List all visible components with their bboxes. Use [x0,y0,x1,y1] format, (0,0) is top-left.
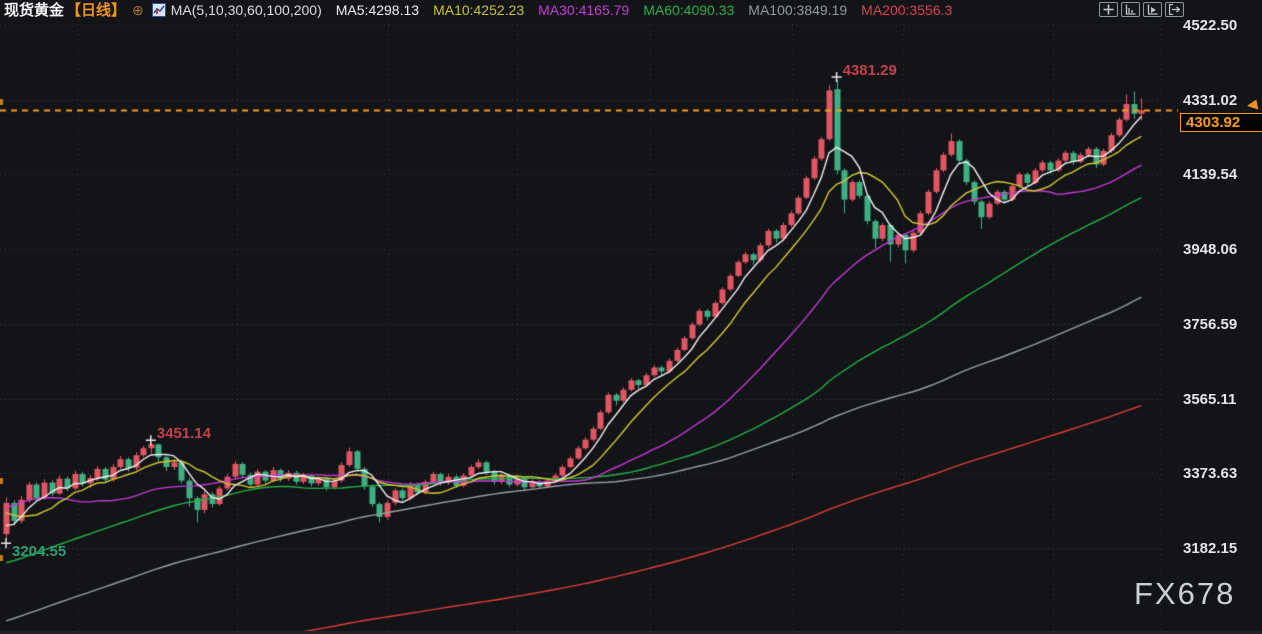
ma5-value: MA5:4298.13 [335,1,420,18]
chart-toolbar [1099,2,1184,17]
price-axis-label: 4522.50 [1183,17,1238,34]
annotation-local-high: 3451.14 [156,425,211,443]
ma60-value: MA60:4090.33 [643,1,735,18]
annotation-peak-high: 4381.29 [842,62,897,80]
price-axis-label: 4139.54 [1183,166,1238,184]
price-axis-label: 3182.15 [1183,540,1238,558]
candlestick-mini-icon [151,2,166,17]
chart-header: 现货黄金 【日线】 ⊕ MA(5,10,30,60,100,200) MA5:4… [0,0,1262,20]
price-axis-label: 3373.63 [1183,465,1238,483]
price-axis-label: 4331.02 [1183,91,1238,109]
current-price-tag: 4303.92 [1180,113,1262,133]
add-indicator-icon[interactable]: ⊕ [132,1,144,18]
price-axis-label: 3565.11 [1183,390,1237,408]
watermark: FX678 [1134,576,1236,611]
ma100-value: MA100:3849.19 [748,1,848,18]
price-axis-label: 3756.59 [1183,315,1238,333]
play-chart-icon[interactable] [1143,2,1162,17]
axis-chart-icon[interactable] [1121,2,1140,17]
ma30-value: MA30:4165.79 [538,1,630,18]
crosshair-icon[interactable] [1099,2,1118,17]
window-bottom-edge [0,631,1262,634]
ma10-value: MA10:4252.23 [433,1,525,18]
price-axis-label: 3948.06 [1183,241,1238,259]
exit-panel-icon[interactable] [1165,2,1184,17]
annotation-low: 3204.55 [12,543,67,561]
symbol-title: 现货黄金 [4,2,65,19]
ma-group-label: MA(5,10,30,60,100,200) [170,1,322,18]
ma200-value: MA200:3556.3 [861,1,953,18]
timeframe-label[interactable]: 【日线】 [66,2,127,19]
